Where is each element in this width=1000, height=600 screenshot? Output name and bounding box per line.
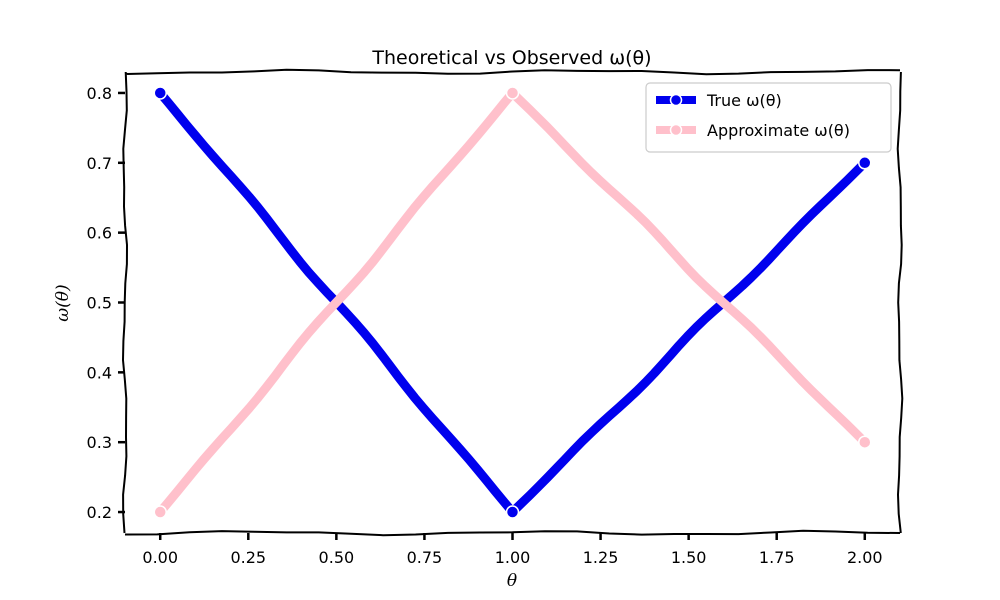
x-tick-label: 1.75 xyxy=(759,548,795,567)
x-tick-label: 0.50 xyxy=(319,548,355,567)
x-tick-label: 0.25 xyxy=(230,548,266,567)
y-axis-label: ω(θ) xyxy=(53,284,73,321)
series-line xyxy=(155,88,870,517)
series-line xyxy=(155,88,870,517)
x-axis-ticks: 0.00 0.25 0.50 0.75 1.00 1.25 1.50 1.75 2.00 xyxy=(142,533,883,567)
series-layer xyxy=(153,86,872,519)
data-point xyxy=(505,505,520,519)
x-tick-label: 1.50 xyxy=(671,548,707,567)
legend-marker-approximate xyxy=(669,123,683,137)
y-tick-label: 0.8 xyxy=(87,84,112,103)
data-point xyxy=(153,86,167,100)
chart-title: Theoretical vs Observed ω(θ) xyxy=(371,47,651,69)
plot-frame xyxy=(121,68,904,537)
x-tick-label: 1.25 xyxy=(583,548,619,567)
data-point xyxy=(505,86,520,100)
y-tick-label: 0.2 xyxy=(87,503,112,522)
legend: True ω(θ) Approximate ω(θ) xyxy=(645,82,892,153)
data-point xyxy=(858,435,872,449)
legend-marker-true xyxy=(669,93,683,107)
x-tick-label: 0.75 xyxy=(407,548,443,567)
legend-box xyxy=(645,82,892,153)
y-tick-label: 0.4 xyxy=(87,363,112,382)
y-tick-label: 0.6 xyxy=(87,224,112,243)
y-axis-ticks: 0.2 0.3 0.4 0.5 0.6 0.7 0.8 xyxy=(87,84,125,522)
x-tick-label: 0.00 xyxy=(142,548,178,567)
legend-label-true: True ω(θ) xyxy=(706,91,782,110)
x-tick-label: 1.00 xyxy=(495,548,531,567)
y-tick-label: 0.3 xyxy=(87,433,112,452)
data-point xyxy=(153,505,167,519)
y-tick-label: 0.7 xyxy=(87,154,112,173)
data-point xyxy=(858,156,872,170)
legend-label-approximate: Approximate ω(θ) xyxy=(707,121,850,140)
x-tick-label: 2.00 xyxy=(847,548,883,567)
y-tick-label: 0.5 xyxy=(87,294,112,313)
x-axis-label: θ xyxy=(507,571,517,591)
